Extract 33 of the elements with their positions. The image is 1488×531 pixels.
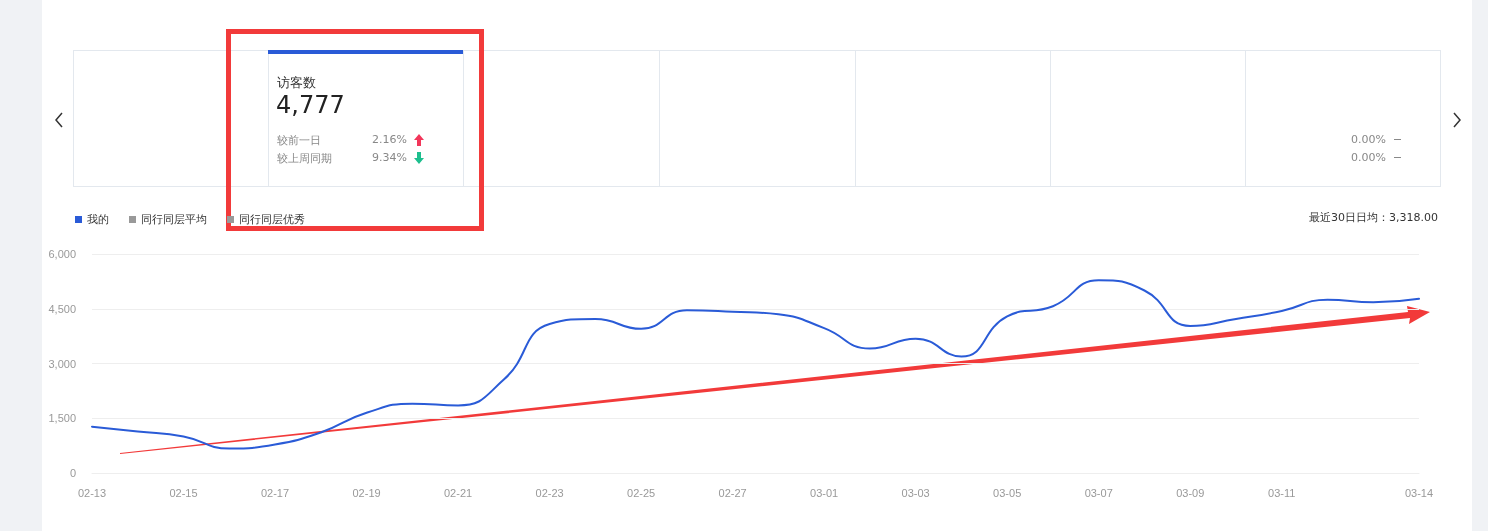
x-tick-label: 03-07: [1084, 486, 1113, 499]
text: 0.00%: [1351, 133, 1386, 146]
x-tick-label: 03-01: [810, 486, 839, 499]
text: 0.00%: [1351, 151, 1386, 164]
legend-label: 同行同层平均: [141, 213, 207, 226]
text: 9.34%: [372, 151, 407, 164]
x-tick-label: 03-11: [1268, 486, 1296, 499]
x-tick-label: 02-23: [535, 486, 564, 499]
x-tick-label: 02-25: [627, 486, 656, 499]
text: 2.16%: [372, 133, 407, 146]
y-tick-label: 0: [69, 467, 76, 479]
legend-label: 同行同层优秀: [239, 213, 305, 226]
y-tick-label: 6,000: [48, 248, 76, 260]
text: 最近30日日均：3,318.00: [1309, 210, 1438, 225]
x-tick-label: 02-19: [352, 486, 381, 499]
text: 4,777: [276, 91, 345, 119]
y-tick-label: 1,500: [48, 412, 76, 425]
text: 访客数: [277, 74, 316, 92]
x-tick-label: 02-21: [444, 486, 473, 499]
text: 较上周同期: [277, 151, 332, 166]
x-tick-label: 02-27: [718, 486, 747, 499]
line-series: [91, 279, 1420, 450]
x-tick-label: 02-15: [169, 486, 198, 499]
y-tick-label: 3,000: [48, 357, 76, 370]
x-tick-label: 03-09: [1176, 486, 1205, 499]
text: 较前一日: [277, 133, 321, 148]
x-tick-label: 02-13: [77, 486, 107, 499]
y-tick-label: 4,500: [48, 302, 76, 315]
x-tick-label: 03-05: [993, 486, 1022, 499]
x-tick-label: 02-17: [260, 486, 290, 499]
x-tick-label: 03-14: [1404, 486, 1434, 499]
x-tick-label: 03-03: [901, 486, 930, 499]
legend-label: 我的: [87, 213, 109, 226]
